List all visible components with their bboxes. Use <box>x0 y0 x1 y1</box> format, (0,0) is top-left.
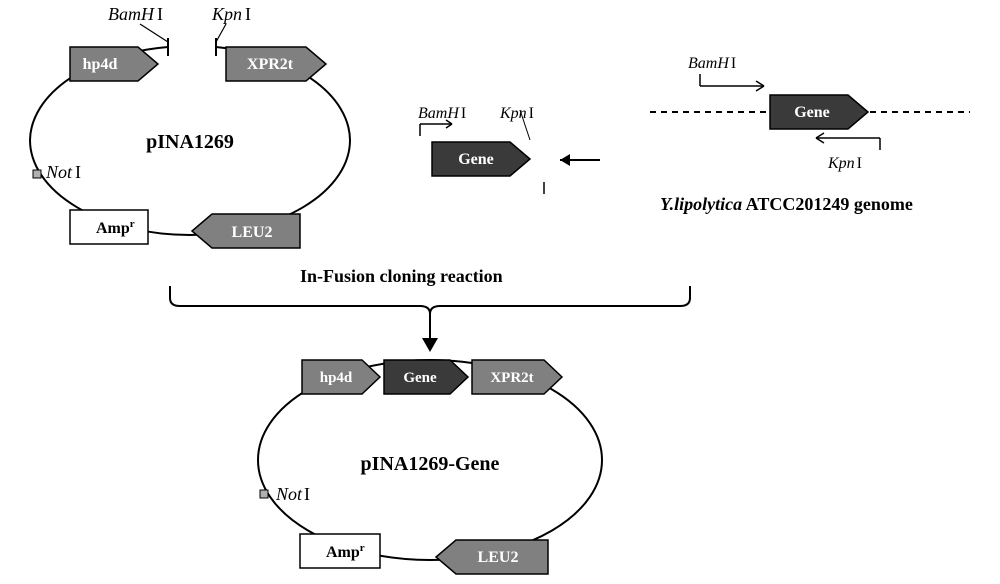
genome-region: Gene BamHI KpnI <box>650 55 970 172</box>
xpr2t-block-bottom: XPR2t <box>472 360 562 394</box>
svg-text:LEU2: LEU2 <box>478 549 519 566</box>
reaction-bracket <box>170 286 690 314</box>
svg-text:Gene: Gene <box>403 370 437 386</box>
noti-site-marker-bottom <box>260 490 268 498</box>
xpr2t-label: XPR2t <box>247 56 294 73</box>
not-label-bottom: NotI <box>275 484 310 504</box>
hp4d-label: hp4d <box>83 56 118 73</box>
reaction-label: In-Fusion cloning reaction <box>300 266 503 286</box>
gene-fragment: Gene BamHI KpnI <box>418 105 600 194</box>
not-label-top: NotI <box>45 162 81 182</box>
bamh-label-frag: BamHI <box>418 105 466 122</box>
noti-site-marker-top <box>33 170 41 178</box>
bamh-label-top: BamHI <box>108 4 163 24</box>
genome-gene-label: Gene <box>794 104 830 121</box>
down-arrowhead <box>422 338 438 352</box>
plasmid-bottom-name: pINA1269-Gene <box>361 453 500 475</box>
xpr2t-block-top: XPR2t <box>226 47 326 81</box>
bamh-leader-top <box>140 24 168 42</box>
amp-block-bottom: Ampr <box>300 534 380 568</box>
svg-text:hp4d: hp4d <box>320 370 353 386</box>
leu2-block-bottom: LEU2 <box>436 540 548 574</box>
kpn-leader-top <box>216 24 226 42</box>
amp-block-top: Ampr <box>70 210 148 244</box>
reaction-flow: In-Fusion cloning reaction <box>170 266 690 352</box>
svg-text:Ampr: Ampr <box>326 542 365 561</box>
bamh-label-genome: BamHI <box>688 55 736 72</box>
leu2-block-top: LEU2 <box>192 214 300 248</box>
kpn-label-top: KpnI <box>211 4 251 24</box>
svg-text:XPR2t: XPR2t <box>490 370 533 386</box>
leu2-label: LEU2 <box>232 224 273 241</box>
hp4d-block-bottom: hp4d <box>302 360 380 394</box>
kpn-label-frag: KpnI <box>499 105 534 122</box>
amp-label-top: Ampr <box>96 218 135 237</box>
hp4d-block-top: hp4d <box>70 47 158 81</box>
gene-block-bottom: Gene <box>384 360 468 394</box>
plasmid-top-name: pINA1269 <box>146 131 234 153</box>
kpn-label-genome: KpnI <box>827 155 862 172</box>
genome-caption: Y.lipolytica ATCC201249 genome <box>660 194 913 214</box>
gene-fragment-label: Gene <box>458 151 494 168</box>
enzyme-labels-top: BamHI KpnI NotI <box>45 4 251 182</box>
